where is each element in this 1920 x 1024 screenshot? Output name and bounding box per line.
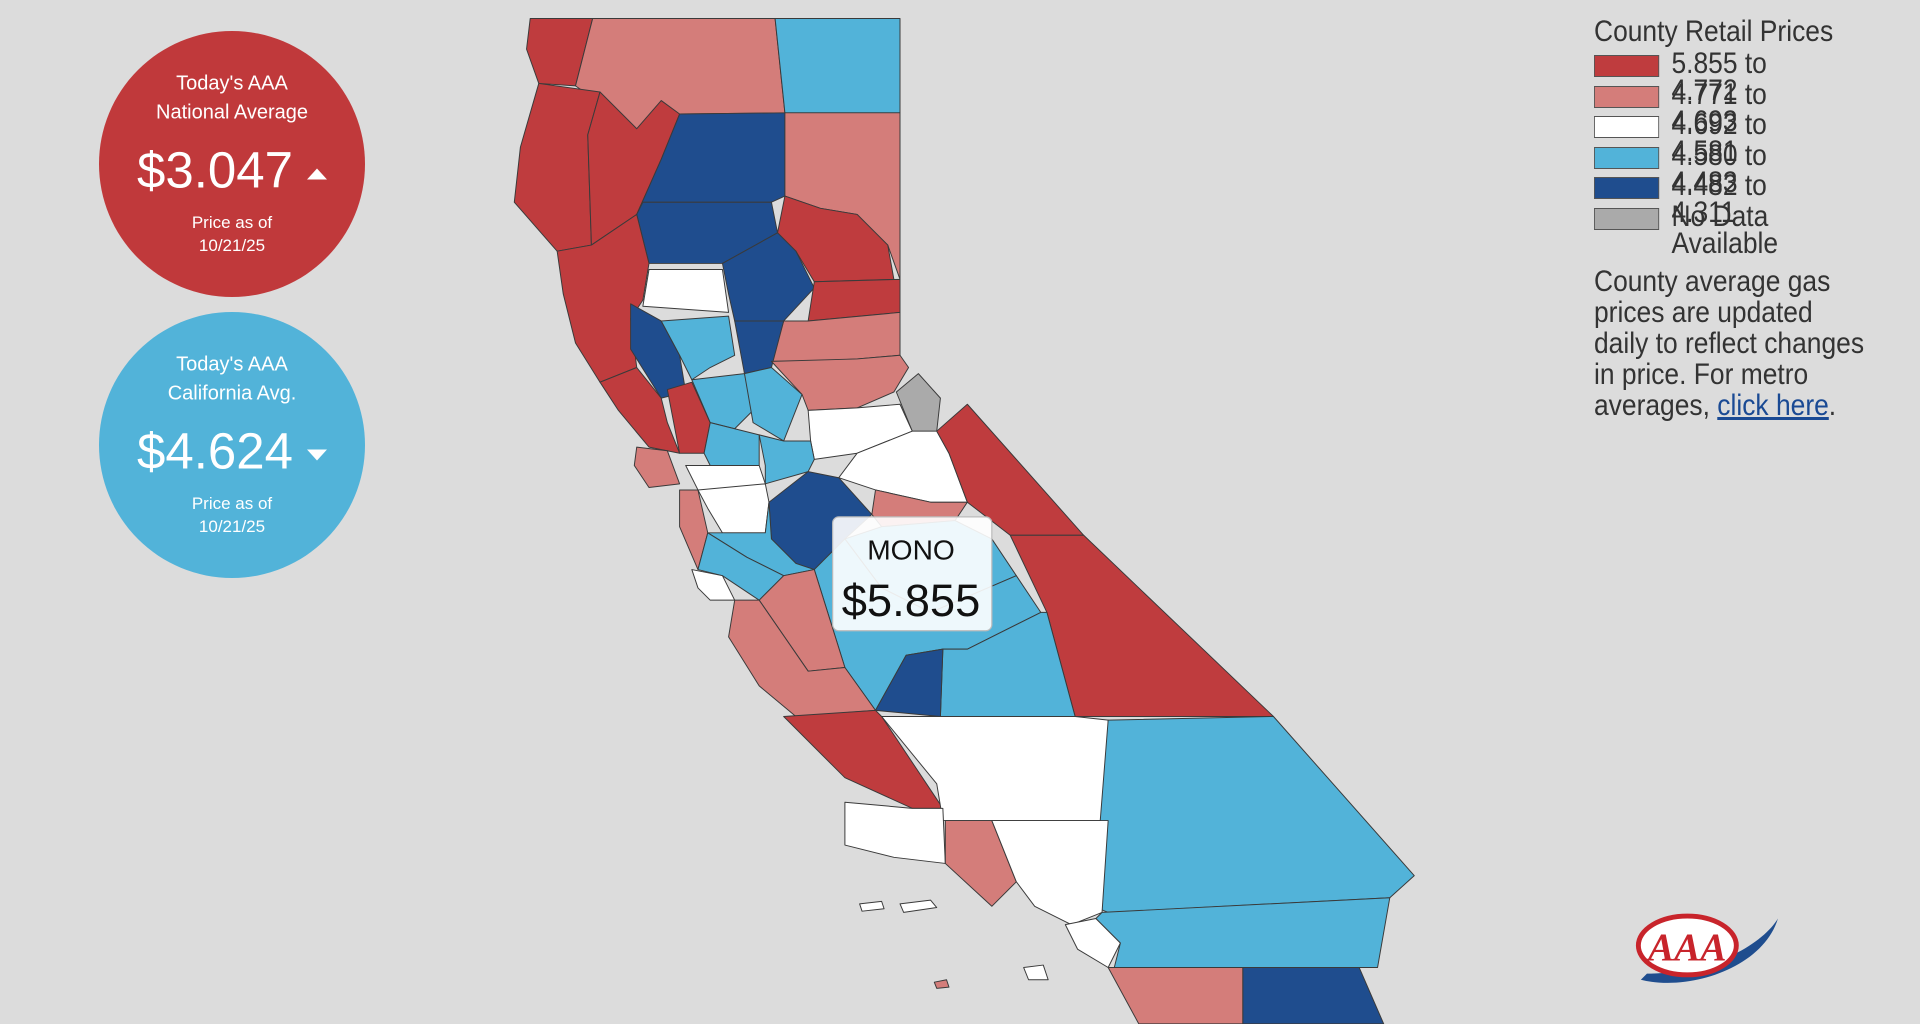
legend-item: 4.692 to 4.581 (1594, 110, 1876, 167)
trend-down (307, 449, 327, 461)
card-price: $4.624 (137, 422, 293, 480)
county[interactable] (774, 18, 901, 114)
county[interactable] (770, 354, 910, 411)
island (899, 899, 938, 913)
legend-swatch (1594, 207, 1660, 230)
county[interactable] (844, 801, 946, 864)
legend-label: No Data Available (1671, 199, 1779, 260)
legend-swatch (1594, 116, 1660, 139)
card-title: Today's AAA (176, 353, 288, 376)
county[interactable] (744, 367, 803, 442)
note-line: in price. For metro (1594, 357, 1809, 391)
county[interactable] (691, 373, 754, 430)
metro-link[interactable]: click here (1717, 388, 1829, 422)
legend-swatch (1594, 146, 1660, 169)
aaa-logo[interactable]: AAA (1635, 913, 1778, 983)
island (859, 900, 885, 912)
note-text: averages, (1594, 388, 1710, 422)
county[interactable] (599, 367, 681, 454)
california-average-card: Today's AAA California Avg. $4.624 Price… (99, 312, 365, 578)
county[interactable] (944, 820, 1017, 907)
card-price-row: $3.047 (99, 141, 365, 200)
note-line: County average gas (1594, 264, 1831, 298)
county[interactable] (770, 311, 901, 362)
legend-item: 4.580 to 4.483 (1594, 140, 1876, 197)
note-line: averages, click here. (1594, 390, 1876, 421)
card-title: California Avg. (167, 382, 297, 405)
legend-label: 4.482 to 4.311 (1671, 169, 1767, 230)
county[interactable] (513, 82, 601, 252)
legend-swatch (1594, 177, 1660, 200)
legend-item: 4.771 to 4.693 (1594, 79, 1876, 136)
tooltip: MONO $5.855 (832, 516, 993, 632)
tooltip-county: MONO (867, 535, 955, 566)
county[interactable] (660, 315, 736, 381)
sidebar: County Retail Prices 5.855 to 4.772 4.771… (1594, 14, 1876, 421)
county[interactable] (642, 269, 730, 313)
national-average-card: Today's AAA National Average $3.047 Pric… (99, 31, 365, 297)
logo-oval (1635, 913, 1739, 978)
county[interactable] (1107, 967, 1244, 1024)
trend-up (307, 168, 327, 180)
legend-title: County Retail Prices (1594, 15, 1834, 48)
county[interactable] (703, 422, 760, 466)
note: County average gas prices are updated dail… (1594, 266, 1876, 421)
county[interactable] (1092, 716, 1415, 913)
tooltip-price: $5.855 (842, 575, 981, 626)
legend-item: No Data Available (1594, 201, 1876, 258)
legend-item: 5.855 to 4.772 (1594, 49, 1876, 106)
county[interactable] (691, 569, 736, 601)
legend-item: 4.482 to 4.311 (1594, 171, 1876, 228)
county[interactable] (721, 232, 815, 322)
county[interactable] (1064, 918, 1121, 968)
legend: 5.855 to 4.772 4.771 to 4.693 4.692 to 4.5… (1594, 49, 1876, 258)
card-title: Today's AAA (176, 72, 288, 95)
legend-label: 4.771 to 4.693 (1671, 77, 1767, 138)
card-date: 10/21/25 (198, 517, 266, 536)
county[interactable] (1242, 967, 1385, 1024)
card-price-row: $4.624 (99, 422, 365, 481)
island (933, 979, 950, 989)
legend-label: 4.580 to 4.483 (1671, 138, 1767, 199)
logo-text: AAA (1645, 926, 1726, 969)
county[interactable] (526, 18, 594, 87)
county[interactable] (697, 483, 770, 534)
card-price: $3.047 (137, 141, 293, 199)
note-text: . (1828, 388, 1837, 422)
card-date-label: Price as of (191, 213, 273, 232)
note-line: daily to reflect changes (1594, 326, 1865, 360)
tooltip-box (832, 516, 993, 632)
county[interactable] (1009, 534, 1274, 717)
county[interactable] (758, 434, 815, 485)
legend-swatch (1594, 55, 1660, 77)
card-date-label: Price as of (191, 494, 273, 513)
card-date: 10/21/25 (198, 236, 266, 255)
legend-swatch (1594, 85, 1660, 108)
card-title: National Average (156, 101, 308, 124)
legend-label: 4.692 to 4.581 (1671, 108, 1767, 169)
legend-label: 5.855 to 4.772 (1671, 47, 1767, 107)
island (1023, 964, 1049, 981)
note-line: prices are updated (1594, 295, 1813, 329)
county[interactable] (633, 446, 681, 488)
